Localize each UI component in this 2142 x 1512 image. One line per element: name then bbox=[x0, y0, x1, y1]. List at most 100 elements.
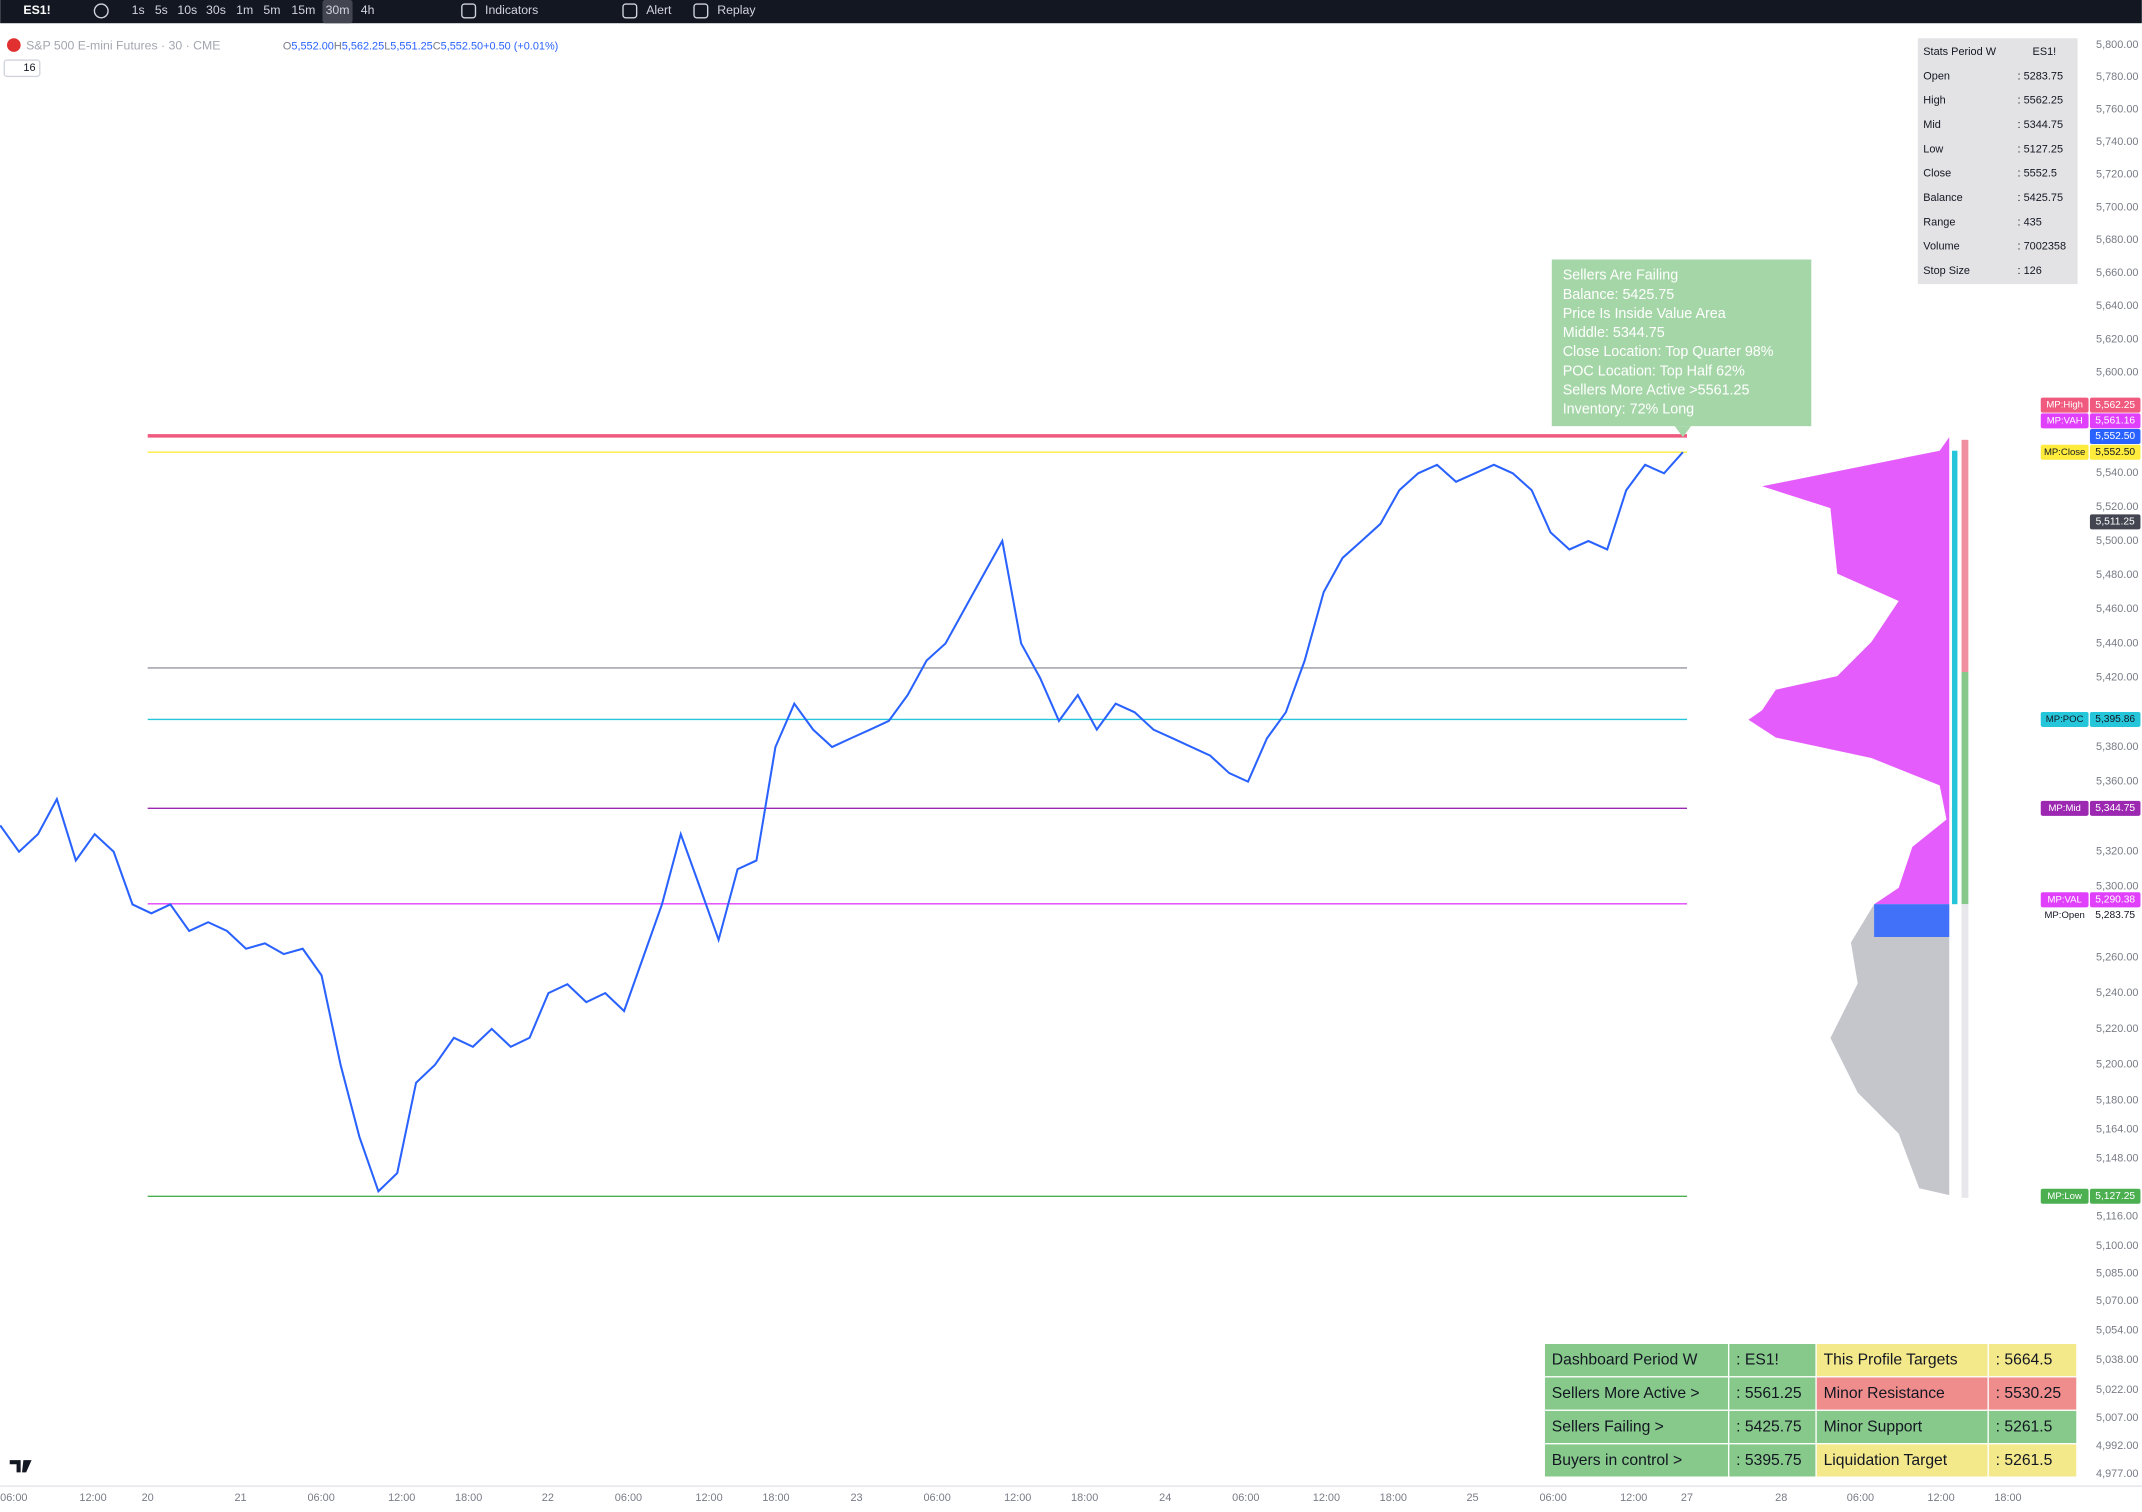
x-tick-label: 20 bbox=[142, 1492, 154, 1504]
interval[interactable]: 4h bbox=[361, 3, 375, 17]
info-line: Middle: 5344.75 bbox=[1563, 325, 1665, 341]
tag-value-bg bbox=[2089, 397, 2141, 413]
stats-value: : 126 bbox=[2018, 265, 2042, 277]
tag-name: MP:Mid bbox=[2048, 803, 2080, 814]
collapse-count: 16 bbox=[23, 62, 35, 74]
axis-tag: MP:Close 5,552.50 bbox=[2040, 444, 2141, 460]
interval[interactable]: 1s bbox=[132, 3, 145, 17]
dashboard-text: This Profile Targets bbox=[1824, 1352, 1958, 1369]
tag-value-bg bbox=[2089, 1188, 2141, 1204]
x-tick-label: 28 bbox=[1775, 1492, 1787, 1504]
tag-value-bg bbox=[2089, 429, 2141, 445]
info-line: Balance: 5425.75 bbox=[1563, 287, 1675, 303]
stats-label: Stop Size bbox=[1923, 265, 1970, 277]
collapse-button[interactable] bbox=[3, 59, 41, 78]
stats-table: Stats Period W ES1! Open: 5283.75 High: 556… bbox=[1917, 38, 2078, 285]
dashboard-cell bbox=[1729, 1444, 1816, 1477]
stats-label: Mid bbox=[1923, 119, 1941, 131]
dashboard-text: : 5261.5 bbox=[1996, 1418, 2053, 1435]
dashboard-cell bbox=[1544, 1444, 1728, 1477]
tag-value-bg bbox=[2089, 711, 2141, 727]
dashboard-text: : ES1! bbox=[1736, 1352, 1779, 1369]
y-tick-label: 5,540.00 bbox=[2096, 467, 2138, 479]
x-tick-label: 12:00 bbox=[1620, 1492, 1647, 1504]
y-tick-label: 5,038.00 bbox=[2096, 1354, 2138, 1366]
x-tick-label: 18:00 bbox=[1994, 1492, 2021, 1504]
tag-name-bg bbox=[2040, 413, 2089, 429]
interval[interactable]: 10s bbox=[177, 3, 197, 17]
x-tick-label: 06:00 bbox=[307, 1492, 334, 1504]
interval[interactable]: 1m bbox=[236, 3, 253, 17]
tag-name: MP:POC bbox=[2046, 714, 2084, 725]
ohlc-key: C bbox=[433, 40, 441, 52]
tag-name-bg bbox=[2040, 892, 2089, 908]
profile-lower bbox=[1830, 904, 1950, 1196]
stats-title: ES1! bbox=[2033, 46, 2057, 58]
interval[interactable]: 5m bbox=[263, 3, 280, 17]
interval[interactable]: 15m bbox=[291, 3, 315, 17]
tag-value: 5,511.25 bbox=[2096, 517, 2135, 528]
tag-name-bg bbox=[2040, 1188, 2089, 1204]
stats-label: Low bbox=[1923, 143, 1943, 155]
dashboard-cell bbox=[1816, 1410, 1988, 1444]
dashboard-text: Buyers in control > bbox=[1552, 1452, 1682, 1469]
y-tick-label: 5,360.00 bbox=[2096, 776, 2138, 788]
tag-name: MP:Open bbox=[2044, 910, 2084, 921]
stats-bg bbox=[1917, 38, 2078, 285]
y-tick-label: 5,420.00 bbox=[2096, 672, 2138, 684]
y-tick-label: 5,220.00 bbox=[2096, 1023, 2138, 1035]
y-tick-label: 5,164.00 bbox=[2096, 1123, 2138, 1135]
dashboard-cell bbox=[1988, 1410, 2077, 1444]
profile-value-area bbox=[1748, 437, 1950, 905]
symbol[interactable]: ES1! bbox=[23, 3, 50, 17]
tag-value: 5,562.25 bbox=[2095, 400, 2135, 411]
y-tick-label: 5,640.00 bbox=[2096, 300, 2138, 312]
x-tick-label: 06:00 bbox=[923, 1492, 950, 1504]
y-tick-label: 5,240.00 bbox=[2096, 987, 2138, 999]
y-tick-label: 5,054.00 bbox=[2096, 1325, 2138, 1337]
interval[interactable]: 30s bbox=[206, 3, 226, 17]
dashboard: Dashboard Period W: ES1! This Profile Tar… bbox=[1544, 1344, 2077, 1477]
interval[interactable]: 5s bbox=[155, 3, 168, 17]
tag-name: MP:Close bbox=[2044, 447, 2085, 458]
dashboard-text: : 5664.5 bbox=[1996, 1352, 2053, 1369]
stats-label: High bbox=[1923, 95, 1945, 107]
toolbar-button[interactable]: Indicators bbox=[485, 3, 538, 17]
x-tick-label: 22 bbox=[542, 1492, 554, 1504]
toolbar-button[interactable]: Alert bbox=[646, 3, 672, 17]
y-tick-label: 5,600.00 bbox=[2096, 367, 2138, 379]
profile-strip bbox=[1961, 904, 1969, 1198]
ohlc-value: 5,552.50 bbox=[441, 40, 483, 52]
x-tick-label: 25 bbox=[1466, 1492, 1478, 1504]
stats-label: Balance bbox=[1923, 192, 1962, 204]
axis-tag: MP:High 5,562.25 bbox=[2040, 397, 2141, 413]
ohlc-change: +0.50 (+0.01%) bbox=[483, 40, 558, 52]
x-tick-label: 27 bbox=[1681, 1492, 1693, 1504]
add-symbol[interactable] bbox=[93, 3, 109, 19]
tag-name-bg bbox=[2040, 444, 2089, 460]
y-tick-label: 5,320.00 bbox=[2096, 846, 2138, 858]
ohlc: O5,552.00H5,562.25L5,551.25C5,552.50+0.5… bbox=[283, 40, 558, 52]
y-tick-label: 5,180.00 bbox=[2096, 1095, 2138, 1107]
x-tick-label: 12:00 bbox=[1313, 1492, 1340, 1504]
x-tick-label: 12:00 bbox=[1927, 1492, 1954, 1504]
interval[interactable]: 30m bbox=[326, 3, 350, 17]
tag-value: 5,283.75 bbox=[2095, 910, 2135, 921]
logo bbox=[9, 1460, 32, 1473]
volume-profile bbox=[1748, 437, 1969, 1198]
toolbar-button[interactable]: Replay bbox=[717, 3, 756, 17]
y-tick-label: 5,116.00 bbox=[2096, 1211, 2138, 1223]
ohlc-key: H bbox=[334, 40, 342, 52]
button-icon bbox=[693, 3, 709, 19]
dashboard-cell bbox=[1816, 1344, 1988, 1377]
tag-value: 5,395.86 bbox=[2095, 714, 2135, 725]
tag-value-bg bbox=[2089, 444, 2141, 460]
x-tick-label: 24 bbox=[1159, 1492, 1171, 1504]
dashboard-cell bbox=[1729, 1377, 1816, 1410]
legend-title: S&P 500 E-mini Futures · 30 · CME bbox=[26, 39, 220, 53]
y-tick-label: 4,977.00 bbox=[2096, 1468, 2138, 1480]
tag-name: MP:Low bbox=[2047, 1191, 2082, 1202]
x-tick-label: 12:00 bbox=[1004, 1492, 1031, 1504]
